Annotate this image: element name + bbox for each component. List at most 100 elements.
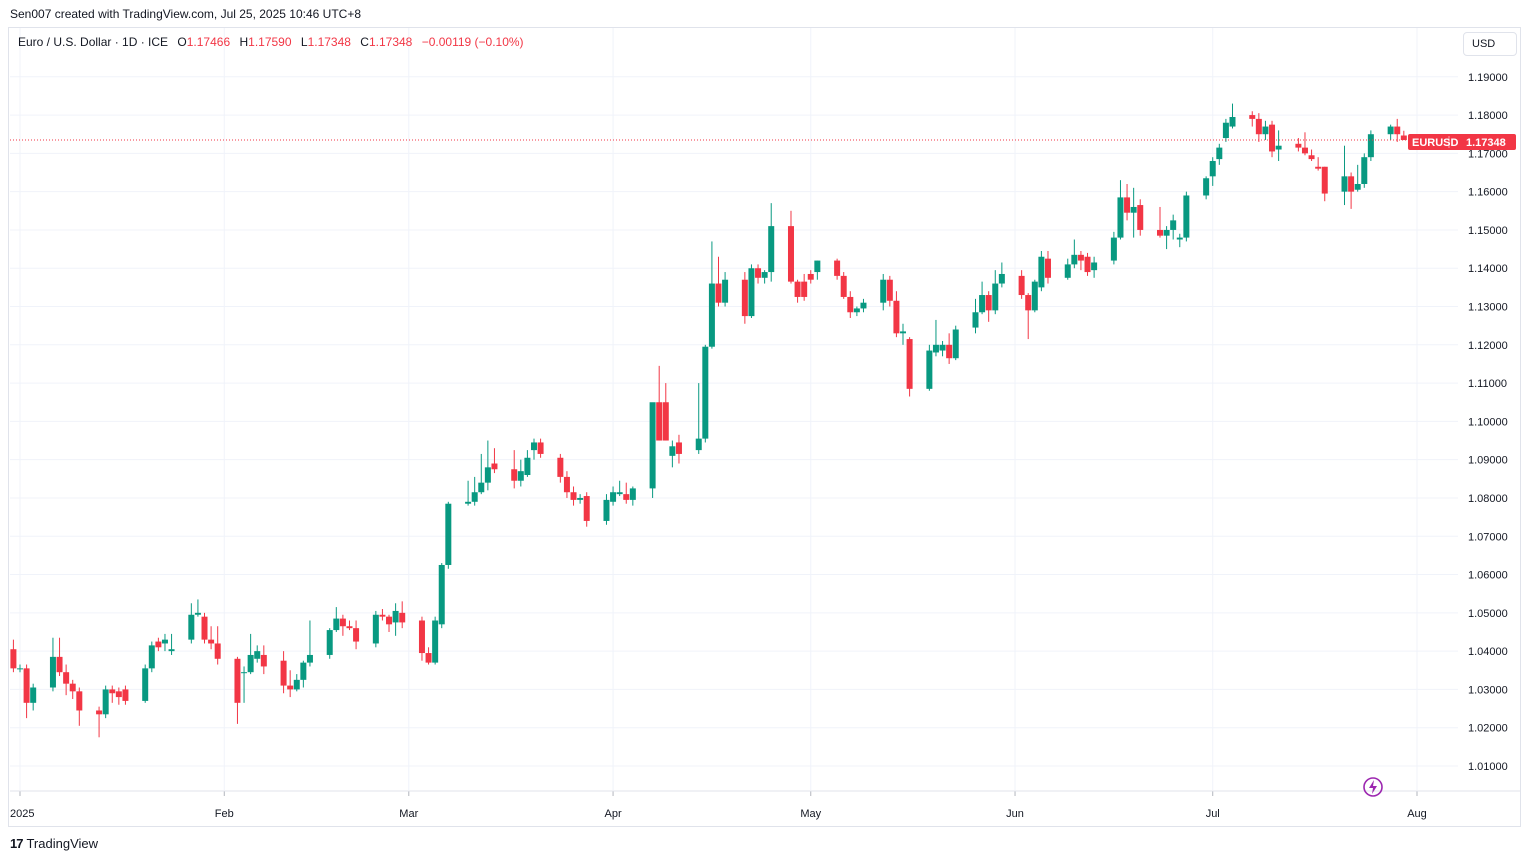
candle-body: [1321, 166, 1328, 194]
candle-body: [979, 295, 986, 313]
grid: [10, 28, 1458, 790]
x-tick-label: Mar: [399, 808, 418, 820]
candle-body: [1176, 237, 1183, 240]
candle-body: [880, 279, 887, 303]
candle-body: [17, 668, 23, 670]
candle: [1262, 120, 1269, 140]
candle-body: [1387, 126, 1394, 135]
candle: [669, 440, 676, 468]
candle-body: [853, 308, 860, 313]
legend-open: 1.17466: [186, 35, 231, 49]
candle: [1157, 206, 1164, 238]
candle-body: [939, 344, 946, 351]
candle-body: [484, 467, 491, 483]
candle: [1018, 270, 1025, 299]
candle-body: [893, 300, 900, 334]
y-tick-label: 1.09000: [1468, 455, 1508, 467]
candle: [1229, 103, 1236, 129]
candle: [1031, 279, 1038, 313]
candle: [102, 685, 109, 719]
legend-high-label: H: [239, 35, 249, 49]
y-tick-label: 1.02000: [1468, 723, 1508, 735]
legend-close-label: C: [360, 35, 369, 49]
y-tick-label: 1.04000: [1468, 646, 1508, 658]
candle-body: [386, 616, 393, 625]
candle: [1038, 250, 1045, 292]
candle: [787, 210, 794, 284]
candle: [900, 323, 907, 345]
flash-icon[interactable]: [1362, 776, 1384, 798]
candle-body: [675, 442, 682, 454]
candle: [1255, 113, 1262, 142]
candle-body: [392, 610, 399, 623]
candle-body: [623, 494, 630, 500]
candle: [247, 633, 254, 675]
candle: [1064, 258, 1071, 280]
candle: [675, 434, 682, 464]
candle: [484, 440, 491, 491]
candle: [1341, 145, 1348, 206]
candle-body: [1216, 147, 1223, 160]
candle: [326, 628, 333, 659]
y-tick-label: 1.10000: [1468, 416, 1508, 428]
candle: [1249, 111, 1256, 127]
candle: [379, 609, 386, 621]
candle-body: [372, 614, 379, 644]
candle: [425, 647, 432, 665]
tradingview-logo[interactable]: 17 TradingView: [10, 836, 98, 851]
candle-body: [1203, 178, 1210, 196]
candle: [932, 319, 939, 357]
y-tick-label: 1.03000: [1468, 684, 1508, 696]
candle-body: [946, 344, 953, 359]
candle-body: [616, 492, 623, 495]
candle: [1269, 120, 1276, 158]
currency-button[interactable]: USD: [1463, 32, 1517, 56]
candle: [386, 614, 393, 632]
candle-body: [1341, 176, 1348, 192]
y-tick-label: 1.15000: [1468, 225, 1508, 237]
candle: [755, 264, 762, 284]
candle: [623, 482, 630, 504]
candle: [847, 291, 854, 319]
candle-body: [1183, 195, 1190, 238]
candle-body: [583, 496, 590, 521]
candle: [287, 670, 294, 698]
candle-body: [188, 614, 195, 640]
candle: [260, 645, 267, 675]
candle: [662, 383, 669, 441]
candle: [148, 641, 155, 673]
candle-body: [432, 620, 439, 663]
candle: [399, 601, 406, 629]
candle-body: [96, 710, 103, 715]
candle: [517, 459, 524, 487]
candle-body: [814, 260, 821, 273]
candle-body: [1275, 145, 1282, 150]
candle: [208, 626, 215, 650]
candle: [1295, 138, 1302, 152]
candle-body: [1209, 161, 1216, 177]
y-tick-label: 1.14000: [1468, 263, 1508, 275]
candle-body: [201, 616, 208, 640]
candle-body: [1077, 254, 1084, 261]
candle-body: [610, 492, 617, 502]
candle: [280, 651, 287, 694]
candle: [972, 298, 979, 334]
candle: [445, 501, 452, 569]
legend-symbol[interactable]: Euro / U.S. Dollar · 1D · ICE: [18, 35, 169, 49]
candle-body: [1361, 157, 1368, 184]
candle-body: [339, 618, 346, 627]
candle: [194, 599, 201, 617]
candle-body: [860, 302, 867, 309]
y-tick-label: 1.01000: [1468, 761, 1508, 773]
candle-body: [247, 654, 254, 673]
candle-body: [445, 503, 452, 565]
x-tick-label: Jul: [1206, 808, 1220, 820]
candle: [649, 402, 656, 498]
candle: [1400, 130, 1407, 141]
y-tick-label: 1.17000: [1468, 148, 1508, 160]
candle: [761, 270, 768, 284]
candle-body: [1110, 237, 1117, 261]
candle-body: [142, 668, 149, 701]
candle: [952, 325, 959, 361]
